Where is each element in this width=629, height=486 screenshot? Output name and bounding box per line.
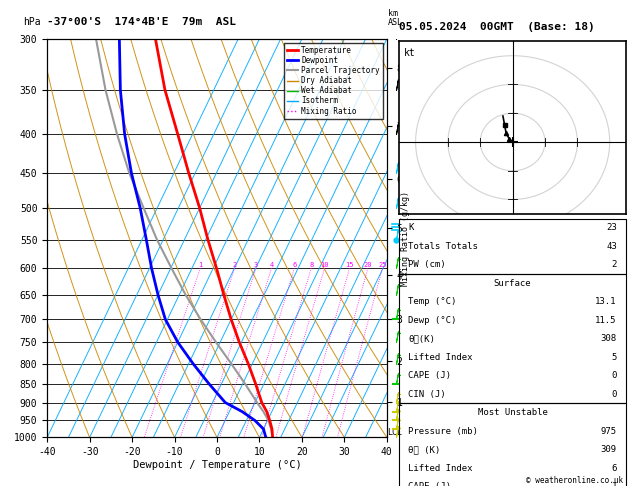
Legend: Temperature, Dewpoint, Parcel Trajectory, Dry Adiabat, Wet Adiabat, Isotherm, Mi: Temperature, Dewpoint, Parcel Trajectory… [284,43,383,119]
Text: 1: 1 [611,482,617,486]
Text: 2: 2 [233,262,237,268]
Text: 15: 15 [345,262,353,268]
Text: 10: 10 [320,262,329,268]
Text: Dewp (°C): Dewp (°C) [408,316,457,325]
Text: PW (cm): PW (cm) [408,260,446,269]
Text: 43: 43 [606,242,617,251]
Text: 20: 20 [364,262,372,268]
Text: 3: 3 [253,262,258,268]
Text: -37°00'S  174°4B'E  79m  ASL: -37°00'S 174°4B'E 79m ASL [47,17,236,27]
Text: Most Unstable: Most Unstable [477,408,548,417]
Text: km
ASL: km ASL [388,9,403,27]
Text: 8: 8 [309,262,313,268]
Text: 6: 6 [611,464,617,472]
Text: LCL: LCL [387,428,403,437]
Text: 5: 5 [611,353,617,362]
Text: 13.1: 13.1 [595,297,617,306]
Text: Lifted Index: Lifted Index [408,353,473,362]
Text: kt: kt [404,48,416,58]
Text: Surface: Surface [494,279,532,288]
Text: Temp (°C): Temp (°C) [408,297,457,306]
Text: Pressure (mb): Pressure (mb) [408,427,478,435]
Text: Mixing Ratio (g/kg): Mixing Ratio (g/kg) [401,191,409,286]
Text: CIN (J): CIN (J) [408,390,446,399]
Text: 4: 4 [269,262,274,268]
Text: CAPE (J): CAPE (J) [408,371,452,380]
Text: 1: 1 [198,262,203,268]
Text: 23: 23 [606,224,617,232]
Text: θᴄ(K): θᴄ(K) [408,334,435,343]
Text: 6: 6 [292,262,296,268]
Text: 975: 975 [601,427,617,435]
Text: © weatheronline.co.uk: © weatheronline.co.uk [526,476,623,485]
Text: Totals Totals: Totals Totals [408,242,478,251]
Text: 11.5: 11.5 [595,316,617,325]
Text: 309: 309 [601,445,617,454]
Text: 2: 2 [611,260,617,269]
Text: 25: 25 [378,262,387,268]
Text: K: K [408,224,414,232]
Text: hPa: hPa [23,17,41,27]
Text: CAPE (J): CAPE (J) [408,482,452,486]
Text: Lifted Index: Lifted Index [408,464,473,472]
X-axis label: Dewpoint / Temperature (°C): Dewpoint / Temperature (°C) [133,460,301,470]
Text: 0: 0 [611,390,617,399]
Text: 308: 308 [601,334,617,343]
Text: 05.05.2024  00GMT  (Base: 18): 05.05.2024 00GMT (Base: 18) [399,22,595,32]
Text: θᴄ (K): θᴄ (K) [408,445,441,454]
Text: 0: 0 [611,371,617,380]
